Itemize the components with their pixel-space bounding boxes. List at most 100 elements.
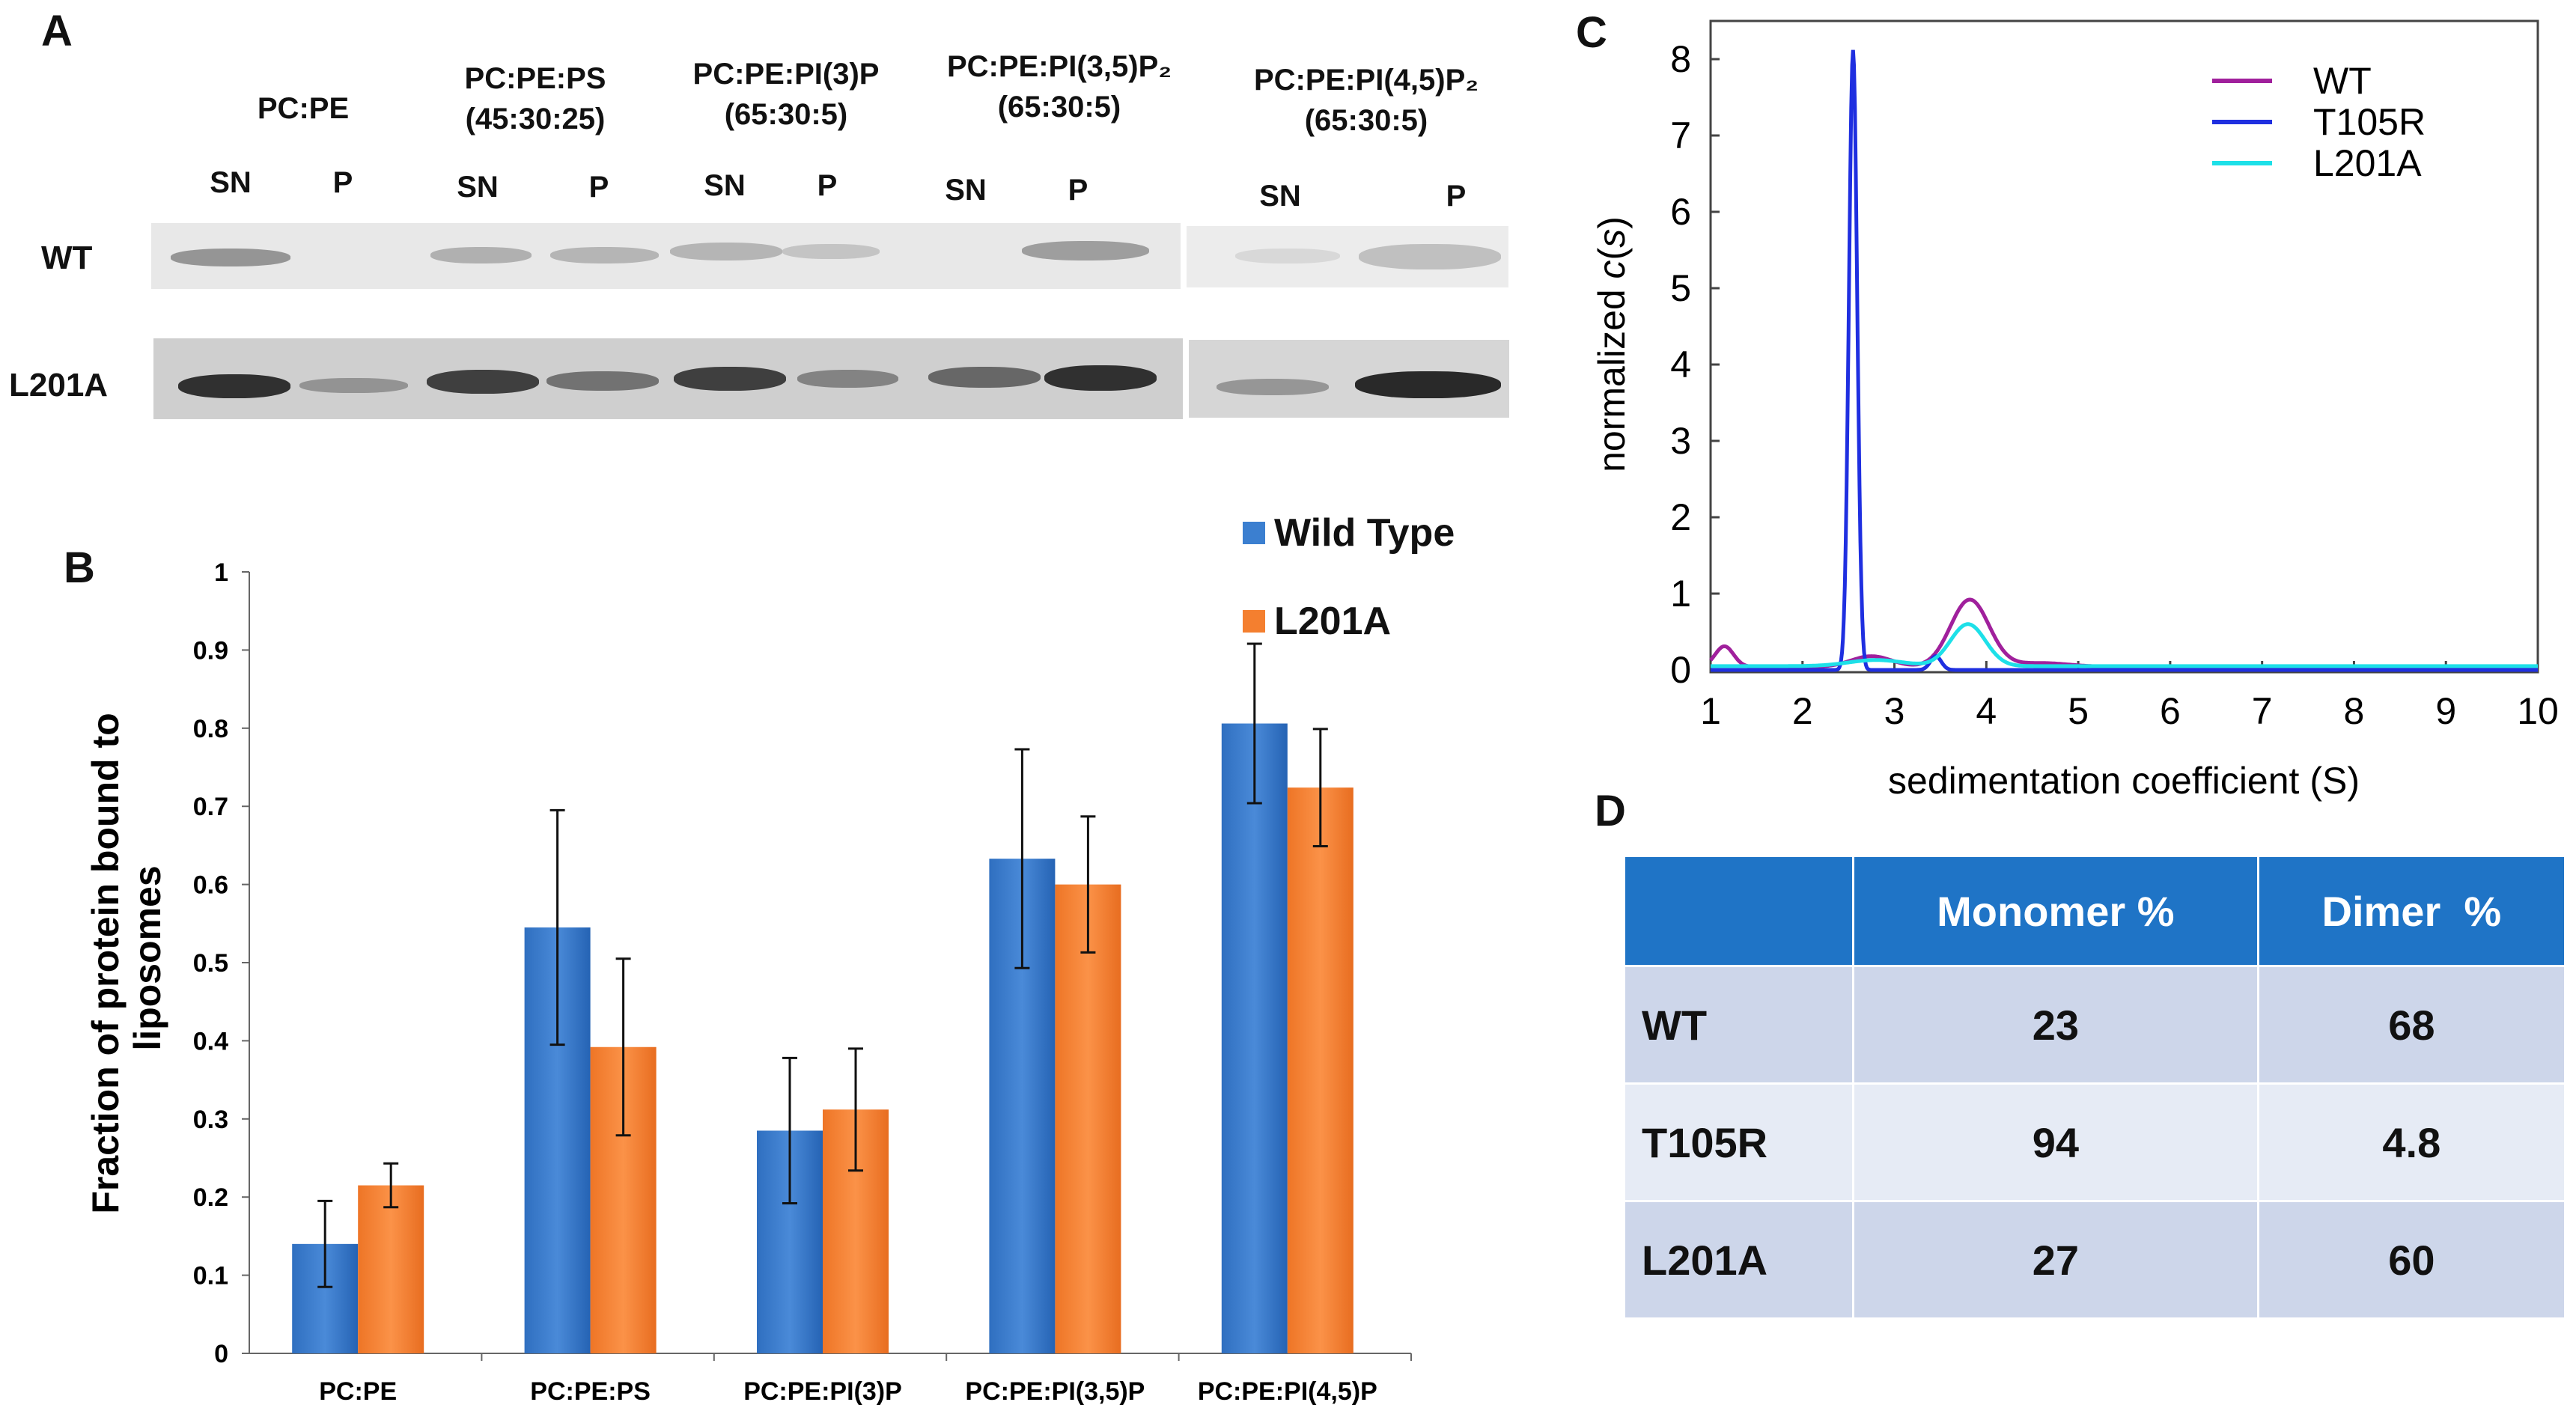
y-axis-label-s: s (1591, 229, 1633, 248)
y-axis-label-text: normalized (1591, 278, 1633, 472)
y-axis-label-italic: c (1591, 260, 1633, 278)
lane-label-sn: SN (457, 171, 499, 204)
x-tick-label: 6 (2160, 690, 2181, 732)
y-tick-label: 4 (1670, 344, 1691, 386)
gel-column-ratio: (45:30:25) (465, 103, 606, 135)
table-header-cell: Monomer % (1852, 855, 2259, 967)
lane-label-p: P (1068, 174, 1088, 207)
gel-band (171, 249, 290, 266)
gel-band (797, 370, 898, 388)
table-header-row: Monomer % Dimer % (1623, 855, 2567, 967)
y-axis-label: Fraction of protein bound to liposomes (85, 702, 168, 1213)
lane-label-p: P (817, 169, 838, 202)
gel-column-title: PC:PE:PI(4,5)P₂ (1253, 64, 1479, 97)
gel-band (782, 244, 880, 259)
gel-band (427, 370, 539, 394)
x-tick-label: 10 (2517, 690, 2559, 732)
y-axis-label: normalized c(s) (1591, 216, 1633, 472)
table-cell-dimer: 60 (2256, 1200, 2567, 1320)
x-tick-label: PC:PE:PI(3,5)P (965, 1377, 1145, 1406)
legend-label-l201a: L201A (1274, 600, 1392, 643)
gel-column-ratio: (65:30:5) (724, 98, 848, 131)
gel-band (670, 243, 782, 260)
gel-row-label-l201a: L201A (9, 367, 109, 403)
table-row: L201A 27 60 (1623, 1200, 2567, 1320)
y-tick-label: 0.2 (193, 1183, 228, 1212)
gel-column-title: PC:PE:PI(3)P (692, 58, 880, 91)
gel-band (1217, 379, 1329, 395)
table-cell-monomer: 94 (1852, 1082, 2259, 1202)
gel-band (1355, 371, 1501, 398)
x-tick-label: 2 (1792, 690, 1813, 732)
table-cell-dimer: 4.8 (2256, 1082, 2567, 1202)
y-tick-label: 1 (214, 558, 228, 587)
x-tick-label: PC:PE (319, 1377, 397, 1406)
panel-label-b: B (64, 543, 95, 592)
gel-band (550, 247, 659, 263)
lane-label-p: P (1446, 180, 1467, 213)
gel-column-ratio: (65:30:5) (997, 91, 1121, 124)
bar-l201a (1055, 884, 1121, 1353)
y-tick-label: 0.5 (193, 949, 228, 978)
y-tick-label: 0.7 (193, 793, 228, 821)
x-tick-label: 9 (2435, 690, 2456, 732)
y-tick-label: 0.8 (193, 715, 228, 743)
panel-label-c: C (1576, 8, 1607, 57)
gel-column-header: PC:PE:PI(3)P (65:30:5) (651, 54, 921, 135)
y-axis-label-line1: Fraction of protein bound to (85, 713, 127, 1213)
legend-label-l201a: L201A (2313, 142, 2422, 184)
lane-label-sn: SN (704, 169, 746, 202)
table-header-cell (1623, 855, 1854, 967)
legend-item-l201a: L201A (1243, 599, 1391, 644)
bar-l201a (1287, 787, 1354, 1353)
gel-column-header: PC:PE:PI(4,5)P₂ (65:30:5) (1220, 60, 1512, 141)
table-cell-dimer: 68 (2256, 965, 2567, 1085)
table-row: T105R 94 4.8 (1623, 1082, 2567, 1202)
gel-row-label-wt: WT (41, 240, 93, 276)
table-cell-monomer: 27 (1852, 1200, 2259, 1320)
legend-label-t105r: T105R (2313, 101, 2426, 143)
y-tick-label: 0.6 (193, 871, 228, 900)
x-tick-label: 7 (2252, 690, 2273, 732)
y-tick-label: 3 (1670, 420, 1691, 462)
gel-column-header: PC:PE (168, 88, 438, 129)
y-tick-label: 7 (1670, 115, 1691, 156)
gel-band (178, 374, 290, 398)
table-row: WT 23 68 (1623, 965, 2567, 1085)
bar-l201a (358, 1185, 424, 1353)
gel-band (674, 367, 786, 391)
y-tick-label: 0.1 (193, 1262, 228, 1290)
legend-item-wild-type: Wild Type (1243, 511, 1455, 555)
x-tick-label: PC:PE:PI(4,5)P (1198, 1377, 1377, 1406)
x-tick-label: 4 (1976, 690, 1997, 732)
gel-band (1359, 244, 1501, 269)
gel-strip-wt-left (151, 223, 1181, 289)
x-tick-label: 3 (1884, 690, 1905, 732)
y-tick-label: 2 (1670, 496, 1691, 538)
x-tick-label: PC:PE:PI(3)P (743, 1377, 902, 1406)
table-cell-monomer: 23 (1852, 965, 2259, 1085)
table-cell-name: T105R (1623, 1082, 1854, 1202)
gel-column-title: PC:PE (257, 92, 350, 125)
gel-column-header: PC:PE:PS (45:30:25) (401, 58, 670, 139)
lane-label-sn: SN (210, 166, 252, 199)
gel-column-title: PC:PE:PS (464, 62, 606, 95)
gel-band (1044, 365, 1157, 391)
gel-column-ratio: (65:30:5) (1304, 104, 1428, 137)
gel-band (546, 371, 659, 391)
x-tick-label: 5 (2068, 690, 2089, 732)
y-axis-label-paren-close: ) (1591, 216, 1633, 229)
lane-label-sn: SN (1259, 180, 1301, 213)
legend-swatch-l201a (1243, 610, 1265, 633)
y-tick-label: 0.4 (193, 1027, 228, 1055)
lane-label-sn: SN (945, 174, 987, 207)
lane-label-p: P (588, 171, 609, 204)
panel-label-a: A (41, 7, 73, 55)
y-tick-label: 1 (1670, 573, 1691, 615)
x-tick-label: 1 (1700, 690, 1721, 732)
y-tick-label: 0 (214, 1340, 228, 1368)
series-line-wt (1709, 597, 2538, 669)
legend-label-wild-type: Wild Type (1274, 511, 1455, 555)
